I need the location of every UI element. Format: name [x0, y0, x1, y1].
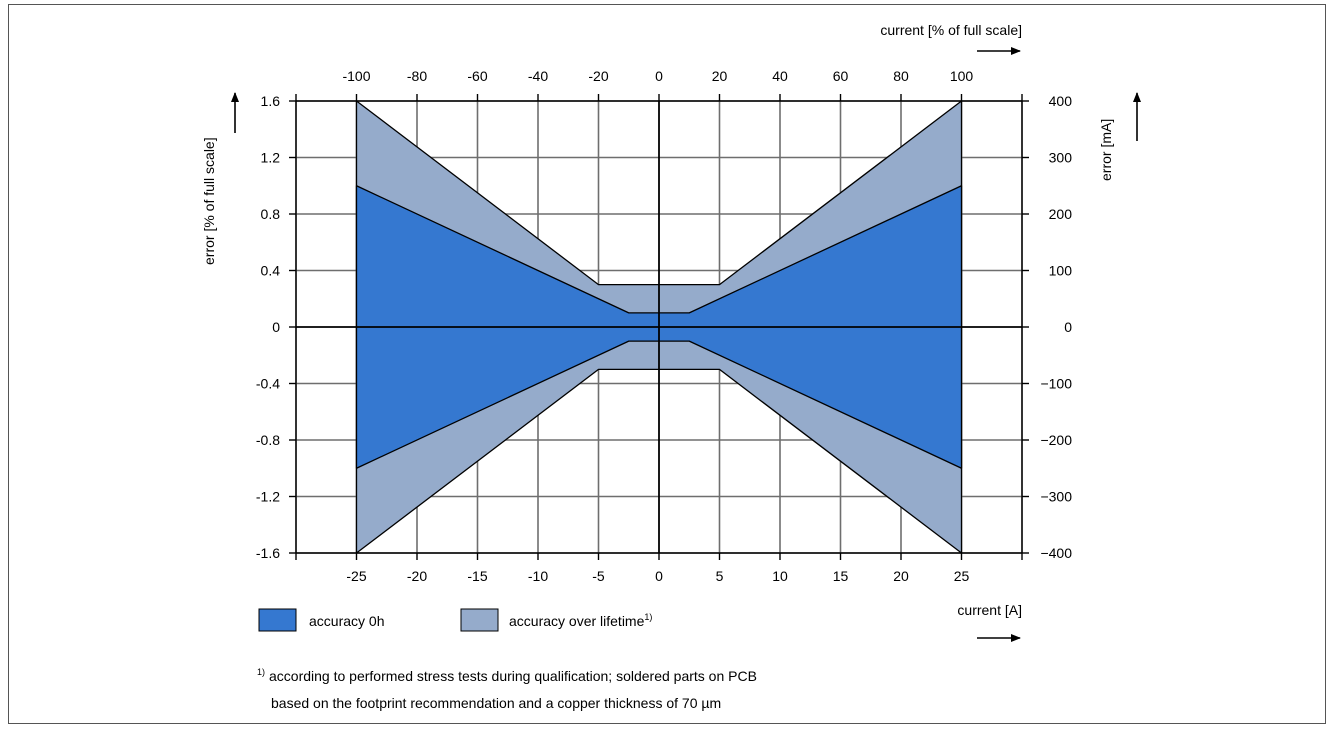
legend-footnote-marker: 1): [644, 612, 652, 622]
legend-swatch-accuracy-lifetime: [460, 608, 499, 632]
x-bottom-tick-label: 15: [833, 568, 849, 584]
x-bottom-tick-label: -25: [346, 568, 366, 584]
footnote-line-2: based on the footprint recommendation an…: [271, 695, 721, 711]
x-top-tick-label: -60: [467, 68, 487, 84]
y-right-tick-label: −300: [1040, 489, 1072, 505]
accuracy-chart: -25 -20 -15 -10 -5 0 5 10 15 20 25 -100 -80 -60 -40 -20…: [201, 22, 1141, 711]
y-right-tick-label: −400: [1040, 545, 1072, 561]
x-bottom-tick-label: 5: [716, 568, 724, 584]
x-top-tick-label: 0: [655, 68, 663, 84]
x-top-tick-label: 80: [893, 68, 909, 84]
x-bottom-tick-label: 0: [655, 568, 663, 584]
y-right-tick-label: −100: [1040, 376, 1072, 392]
y-right-tick-label: 0: [1064, 319, 1072, 335]
y-left-tick-label: -0.8: [256, 432, 280, 448]
footnote-marker: 1): [257, 667, 265, 677]
x-top-tick-label: -40: [528, 68, 548, 84]
legend-label-accuracy-0h: accuracy 0h: [309, 613, 384, 629]
x-bottom-tick-label: -5: [592, 568, 605, 584]
figure-frame: -25 -20 -15 -10 -5 0 5 10 15 20 25 -100 -80 -60 -40 -20…: [8, 4, 1326, 724]
x-bottom-tick-label: -15: [467, 568, 487, 584]
x-top-tick-label: 100: [950, 68, 974, 84]
legend-swatch-accuracy-0h: [258, 608, 297, 632]
x-top-tick-label: -80: [407, 68, 427, 84]
x-bottom-tick-label: 25: [954, 568, 970, 584]
x-top-tick-label: -100: [342, 68, 370, 84]
y-left-tick-label: 1.6: [261, 93, 281, 109]
y-left-tick-label: -0.4: [256, 376, 280, 392]
y-right-tick-label: −200: [1040, 432, 1072, 448]
y-left-tick-label: 0: [272, 319, 280, 335]
x-bottom-tick-label: -20: [407, 568, 427, 584]
y-right-tick-label: 200: [1049, 206, 1073, 222]
y-right-tick-label: 300: [1049, 150, 1073, 166]
y-left-tick-label: 0.8: [261, 206, 281, 222]
y-right-axis-label: error [mA]: [1098, 119, 1114, 181]
x-bottom-tick-label: -10: [528, 568, 548, 584]
y-right-tick-label: 100: [1049, 263, 1073, 279]
x-bottom-tick-label: 20: [893, 568, 909, 584]
x-top-tick-label: 20: [712, 68, 728, 84]
y-left-tick-label: 0.4: [261, 263, 281, 279]
y-left-tick-label: 1.2: [261, 150, 281, 166]
legend-label-accuracy-lifetime: accuracy over lifetime1): [509, 612, 652, 629]
x-top-tick-label: -20: [588, 68, 608, 84]
y-left-tick-label: -1.6: [256, 545, 280, 561]
x-top-tick-label: 40: [772, 68, 788, 84]
x-bottom-tick-label: 10: [772, 568, 788, 584]
y-left-axis-label: error [% of full scale]: [201, 137, 217, 265]
y-right-tick-label: 400: [1049, 93, 1073, 109]
footnote-line-1: 1) according to performed stress tests du…: [257, 667, 757, 684]
x-bottom-axis-label: current [A]: [957, 602, 1022, 618]
x-top-tick-label: 60: [833, 68, 849, 84]
x-top-axis-label: current [% of full scale]: [880, 22, 1022, 38]
y-left-tick-label: -1.2: [256, 489, 280, 505]
